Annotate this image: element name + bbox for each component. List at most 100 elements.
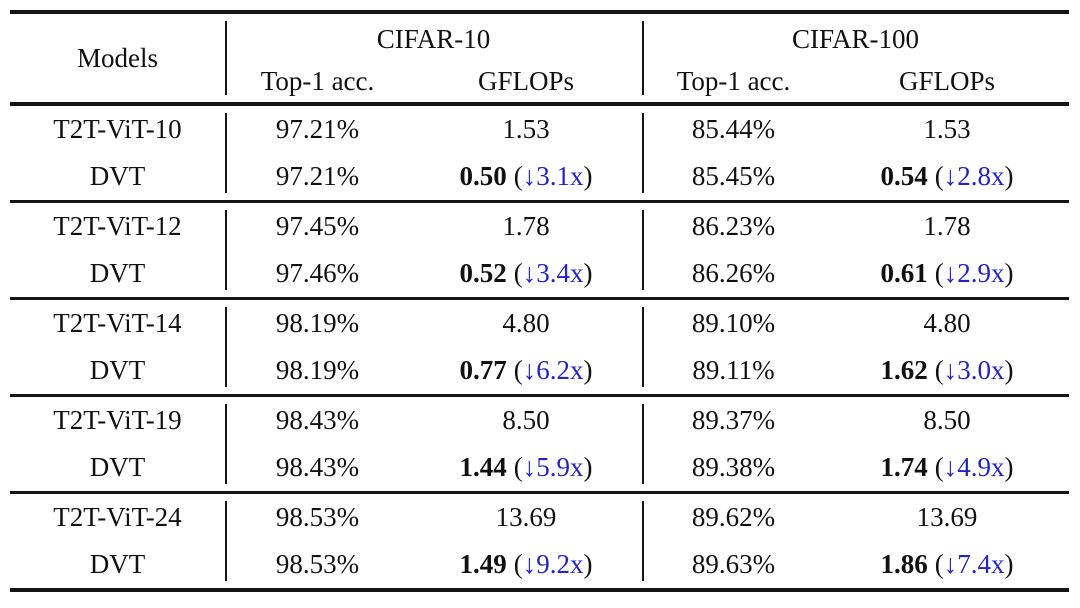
- cifar100-top1-header: Top-1 acc.: [676, 65, 791, 96]
- gflops-bold: 0.54: [880, 161, 928, 191]
- row-group: T2T-ViT-10 97.21% 1.53 85.44% 1.53 DVT 9…: [10, 106, 1069, 200]
- cifar100-gflops-value: 4.80: [923, 308, 971, 338]
- cifar10-gflops-header: GFLOPs: [477, 65, 575, 96]
- paren-close: ): [583, 452, 593, 482]
- speedup-annotation: ↓7.4x: [943, 549, 1005, 579]
- cifar10-header-group: CIFAR-10 Top-1 acc. GFLOPs: [225, 14, 642, 102]
- dvt-cifar10-gflops-value: 0.50(↓3.1x): [410, 153, 642, 200]
- dvt-cifar100-gflops-value: 1.62(↓3.0x): [825, 347, 1069, 394]
- cifar10-top1-value: 98.53%: [275, 502, 360, 532]
- speedup-annotation: ↓3.4x: [522, 258, 584, 288]
- row-group: T2T-ViT-12 97.45% 1.78 86.23% 1.78 DVT 9…: [10, 203, 1069, 297]
- dvt-cifar10-top1-value: 98.19%: [275, 355, 360, 385]
- dvt-model-name: DVT: [89, 452, 146, 482]
- column-divider: [642, 210, 644, 290]
- column-divider: [225, 501, 227, 581]
- dvt-cifar10-gflops-value: 1.49(↓9.2x): [410, 541, 642, 588]
- model-name: T2T-ViT-19: [53, 405, 182, 435]
- paren-close: ): [1004, 549, 1014, 579]
- paren-open: (: [513, 355, 523, 385]
- model-name: T2T-ViT-10: [53, 114, 182, 144]
- cifar100-header-group: CIFAR-100 Top-1 acc. GFLOPs: [642, 14, 1069, 102]
- dvt-cifar100-gflops-value: 0.54(↓2.8x): [825, 153, 1069, 200]
- cifar100-top1-value: 89.10%: [691, 308, 776, 338]
- paren-open: (: [934, 161, 944, 191]
- cifar100-gflops-value: 13.69: [916, 502, 978, 532]
- cifar10-title: CIFAR-10: [376, 23, 491, 54]
- dvt-cifar100-top1-value: 85.45%: [691, 161, 776, 191]
- paren-close: ): [583, 258, 593, 288]
- dvt-cifar100-top1-value: 86.26%: [691, 258, 776, 288]
- column-divider: [642, 501, 644, 581]
- paren-open: (: [934, 549, 944, 579]
- paren-close: ): [583, 355, 593, 385]
- cifar10-gflops-value: 1.53: [502, 114, 550, 144]
- paren-close: ): [1004, 258, 1014, 288]
- column-divider: [225, 307, 227, 387]
- gflops-bold: 1.44: [459, 452, 507, 482]
- paren-close: ): [1004, 355, 1014, 385]
- paren-open: (: [513, 549, 523, 579]
- cifar10-top1-value: 97.21%: [275, 114, 360, 144]
- gflops-bold: 1.74: [880, 452, 928, 482]
- gflops-bold: 1.86: [880, 549, 928, 579]
- speedup-annotation: ↓4.9x: [943, 452, 1005, 482]
- dvt-cifar100-gflops-value: 0.61(↓2.9x): [825, 250, 1069, 297]
- speedup-annotation: ↓3.0x: [943, 355, 1005, 385]
- cifar10-top1-value: 98.19%: [275, 308, 360, 338]
- gflops-bold: 1.62: [880, 355, 928, 385]
- cifar10-top1-value: 97.45%: [275, 211, 360, 241]
- dvt-cifar100-top1-value: 89.38%: [691, 452, 776, 482]
- model-name: T2T-ViT-12: [53, 211, 182, 241]
- cifar10-gflops-value: 13.69: [495, 502, 557, 532]
- row-group: T2T-ViT-24 98.53% 13.69 89.62% 13.69 DVT…: [10, 494, 1069, 588]
- gflops-bold: 0.77: [459, 355, 507, 385]
- cifar10-gflops-value: 1.78: [502, 211, 550, 241]
- dvt-cifar10-gflops-value: 0.52(↓3.4x): [410, 250, 642, 297]
- dvt-cifar100-top1-value: 89.11%: [692, 355, 775, 385]
- speedup-annotation: ↓3.1x: [522, 161, 584, 191]
- cifar100-gflops-header: GFLOPs: [898, 65, 996, 96]
- column-divider: [642, 113, 644, 193]
- cifar100-gflops-value: 1.78: [923, 211, 971, 241]
- column-divider: [225, 404, 227, 484]
- dvt-model-name: DVT: [89, 549, 146, 579]
- results-table: Models CIFAR-10 Top-1 acc. GFLOPs CIFAR-…: [10, 10, 1069, 592]
- cifar10-top1-value: 98.43%: [275, 405, 360, 435]
- paren-close: ): [583, 549, 593, 579]
- dvt-cifar10-top1-value: 97.46%: [275, 258, 360, 288]
- model-name: T2T-ViT-14: [53, 308, 182, 338]
- header-rule: [10, 102, 1069, 106]
- row-group: T2T-ViT-19 98.43% 8.50 89.37% 8.50 DVT 9…: [10, 397, 1069, 491]
- group-separator-rule: [10, 297, 1069, 300]
- gflops-bold: 0.52: [459, 258, 507, 288]
- dvt-model-name: DVT: [89, 161, 146, 191]
- speedup-annotation: ↓6.2x: [522, 355, 584, 385]
- paren-open: (: [934, 258, 944, 288]
- dvt-cifar100-top1-value: 89.63%: [691, 549, 776, 579]
- speedup-annotation: ↓5.9x: [522, 452, 584, 482]
- paren-open: (: [513, 258, 523, 288]
- cifar10-gflops-value: 8.50: [502, 405, 550, 435]
- dvt-cifar100-gflops-value: 1.74(↓4.9x): [825, 444, 1069, 491]
- model-name: T2T-ViT-24: [53, 502, 182, 532]
- gflops-bold: 1.49: [459, 549, 507, 579]
- models-column-header: Models: [77, 42, 158, 73]
- dvt-cifar10-gflops-value: 0.77(↓6.2x): [410, 347, 642, 394]
- group-separator-rule: [10, 394, 1069, 397]
- paren-open: (: [934, 452, 944, 482]
- dvt-model-name: DVT: [89, 355, 146, 385]
- column-divider: [642, 21, 644, 95]
- top-rule: [10, 10, 1069, 14]
- paren-close: ): [583, 161, 593, 191]
- cifar100-top1-value: 85.44%: [691, 114, 776, 144]
- dvt-cifar10-top1-value: 98.53%: [275, 549, 360, 579]
- gflops-bold: 0.61: [880, 258, 928, 288]
- group-separator-rule: [10, 491, 1069, 494]
- dvt-model-name: DVT: [89, 258, 146, 288]
- paren-close: ): [1004, 452, 1014, 482]
- table-header: Models CIFAR-10 Top-1 acc. GFLOPs CIFAR-…: [10, 14, 1069, 102]
- column-divider: [225, 113, 227, 193]
- bottom-rule: [10, 588, 1069, 592]
